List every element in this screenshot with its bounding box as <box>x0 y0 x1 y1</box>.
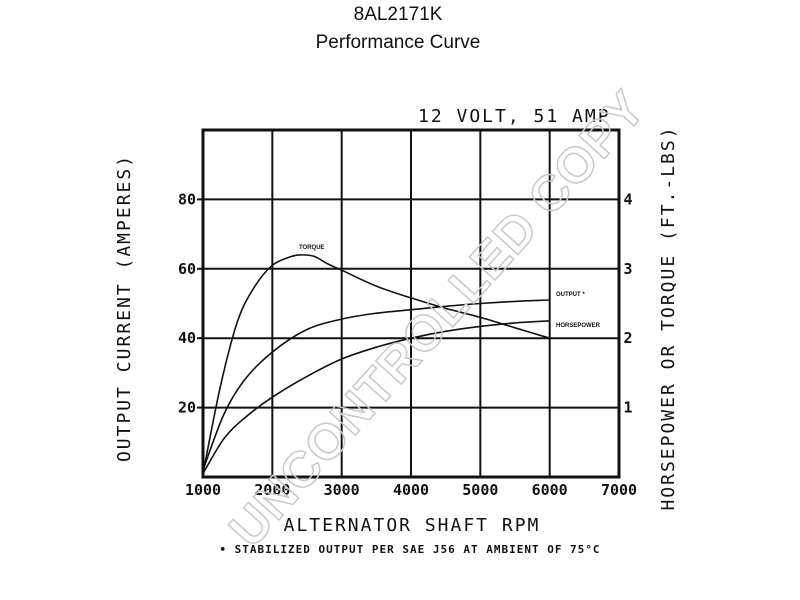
chart-title: 8AL2171K <box>354 4 443 25</box>
x-tick-label: 5000 <box>462 481 498 499</box>
x-tick-labels: 1000 2000 3000 4000 5000 6000 7000 <box>185 481 637 499</box>
x-tick-label: 1000 <box>185 481 221 499</box>
series-line-horsepower <box>202 320 550 474</box>
x-tick-label: 4000 <box>393 481 429 499</box>
series-line-torque <box>202 254 550 474</box>
left-tick-label: 80 <box>178 190 196 208</box>
voltage-annotation: 12 VOLT, 51 AMP <box>418 106 611 127</box>
right-tick-label: 3 <box>623 260 632 278</box>
series-label-horsepower: HORSEPOWER <box>556 323 601 329</box>
x-tick-label: 2000 <box>254 481 290 499</box>
footnote: • STABILIZED OUTPUT PER SAE J56 AT AMBIE… <box>219 543 600 556</box>
left-tick-label: 40 <box>178 329 196 347</box>
series-lines <box>202 254 550 474</box>
x-tick-label: 6000 <box>532 481 568 499</box>
left-tick-label: 60 <box>178 260 196 278</box>
right-tick-labels: 1 2 3 4 <box>623 190 632 416</box>
series-label-output: OUTPUT * <box>556 292 585 298</box>
chart-subtitle: Performance Curve <box>316 32 481 53</box>
watermark: UNCONTROLLED COPY <box>218 80 656 557</box>
left-tick-label: 20 <box>178 399 196 417</box>
x-tick-label: 3000 <box>324 481 360 499</box>
y-axis-label-left: OUTPUT CURRENT (AMPERES) <box>114 154 135 462</box>
right-tick-label: 2 <box>623 329 632 347</box>
series-label-torque: TORQUE <box>299 245 325 251</box>
right-tick-label: 4 <box>623 190 632 208</box>
left-tick-labels: 20 40 60 80 <box>178 190 203 417</box>
series-line-output <box>202 299 550 471</box>
x-axis-label: ALTERNATOR SHAFT RPM <box>284 515 541 536</box>
y-axis-label-right: HORSEPOWER OR TORQUE (FT.-LBS) <box>658 125 679 510</box>
x-tick-label: 7000 <box>601 481 637 499</box>
right-tick-label: 1 <box>623 399 632 417</box>
